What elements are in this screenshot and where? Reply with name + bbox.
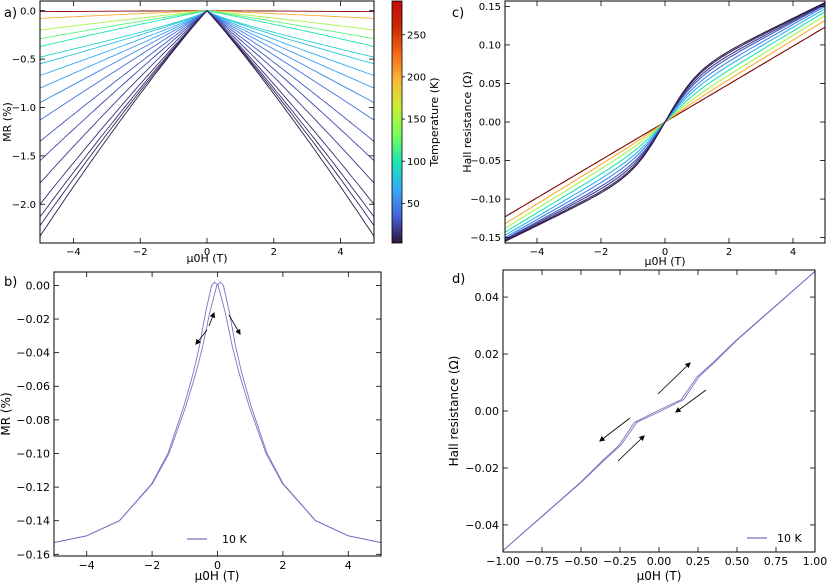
panel-b-legend-entry: 10 K bbox=[222, 533, 247, 546]
panel-c-ytick-label: −0.05 bbox=[470, 156, 501, 167]
panel-c-ytick-label: 0.00 bbox=[479, 118, 501, 129]
panel-a-series-50k bbox=[39, 10, 375, 103]
panel-c-ytick-label: 0.05 bbox=[479, 79, 501, 90]
panel-c-ytick-label: 0.15 bbox=[479, 2, 501, 13]
panel-c-label: c) bbox=[452, 6, 464, 21]
panel-d-legend-entry: 10 K bbox=[777, 532, 802, 545]
panel-d-xlabel: μ0H (T) bbox=[637, 569, 682, 583]
colorbar-tick-label: 200 bbox=[407, 72, 426, 83]
panel-a-series-200k bbox=[39, 10, 375, 19]
panel-b-frame bbox=[53, 271, 382, 557]
panel-c-xtick-label: −2 bbox=[594, 247, 609, 258]
panel-b: −4 −2 0 2 4 0.00 −0.02 −0.04 −0.06 −0.08 −0.10 −0.1… bbox=[0, 271, 382, 583]
panel-d-sweep-arrows bbox=[599, 362, 707, 462]
colorbar bbox=[391, 0, 403, 244]
panel-d-xtick-label: 0.25 bbox=[686, 555, 711, 568]
panel-c-ylabel: Hall resistance (Ω) bbox=[461, 71, 474, 173]
panel-c-xtick-label: 2 bbox=[726, 247, 732, 258]
colorbar-tick-label: 250 bbox=[407, 30, 426, 41]
panel-a-frame bbox=[39, 0, 375, 244]
panel-b-xtick-label: 2 bbox=[279, 559, 286, 572]
panel-b-series-sweep-up bbox=[53, 281, 382, 544]
panel-a-series-5k bbox=[39, 10, 375, 237]
panel-a-xtick-label: −2 bbox=[133, 247, 148, 258]
panel-a-ylabel: MR (%) bbox=[1, 102, 14, 142]
panel-c-xtick-label: 4 bbox=[790, 247, 796, 258]
colorbar-tick-label: 100 bbox=[407, 157, 426, 168]
panel-a-xtick-label: 0 bbox=[204, 247, 210, 258]
panel-d-xtick-label: 0.50 bbox=[725, 555, 750, 568]
panel-a-xtick-label: −4 bbox=[66, 247, 81, 258]
panel-b-series-sweep-down bbox=[53, 281, 382, 544]
panel-a-series-150k bbox=[39, 10, 375, 31]
panel-b-xlabel: μ0H (T) bbox=[195, 569, 240, 583]
panel-d-xtick-label: −0.25 bbox=[603, 555, 637, 568]
panel-b-ytick-label: −0.10 bbox=[16, 447, 50, 460]
panel-c-xtick-label: −4 bbox=[530, 247, 545, 258]
colorbar-tick-label: 150 bbox=[407, 115, 426, 126]
panel-b-ytick-label: −0.12 bbox=[16, 481, 50, 494]
panel-a-xlabel: μ0H (T) bbox=[186, 252, 227, 265]
panel-d: −1.00 −0.75 −0.50 −0.25 0.00 0.25 0.50 0.75 1.00… bbox=[447, 269, 828, 583]
panel-a-xtick-label: 4 bbox=[337, 247, 343, 258]
panel-d-ytick-label: 0.02 bbox=[475, 348, 500, 361]
panel-d-xtick-label: 1.00 bbox=[803, 555, 828, 568]
panel-a-series-15k bbox=[39, 10, 375, 205]
panel-d-xtick-label: −0.50 bbox=[564, 555, 598, 568]
panel-c-ytick-label: 0.10 bbox=[479, 41, 501, 52]
panel-d-ytick-label: 0.00 bbox=[475, 405, 500, 418]
panel-a-ytick-label: −1.5 bbox=[12, 151, 36, 162]
panel-a-series-120k bbox=[39, 10, 375, 40]
panel-c-series-5k bbox=[504, 2, 826, 242]
panel-d-xtick-label: 0.00 bbox=[647, 555, 672, 568]
panel-b-ytick-label: 0.00 bbox=[26, 279, 51, 292]
panel-b-ytick-label: −0.16 bbox=[16, 548, 50, 561]
colorbar-tick-label: 50 bbox=[407, 199, 420, 210]
panel-b-xtick-label: −2 bbox=[144, 559, 160, 572]
panel-b-ytick-label: −0.06 bbox=[16, 380, 50, 393]
panel-c-xlabel: μ0H (T) bbox=[644, 255, 685, 268]
panel-d-ytick-label: 0.04 bbox=[475, 291, 500, 304]
panel-a-series-25k bbox=[39, 10, 375, 162]
panel-a-ytick-label: 0.0 bbox=[20, 6, 36, 17]
panel-d-series-sweep-down bbox=[502, 271, 816, 551]
panel-c-xtick-label: 0 bbox=[662, 247, 668, 258]
panel-c-ytick-label: −0.10 bbox=[470, 195, 501, 206]
panel-b-ytick-label: −0.02 bbox=[16, 313, 50, 326]
panel-d-xtick-label: −0.75 bbox=[525, 555, 559, 568]
panel-d-ytick-label: −0.04 bbox=[465, 519, 499, 532]
panel-c-ytick-label: −0.15 bbox=[470, 233, 501, 244]
panel-a-label: a) bbox=[4, 6, 17, 21]
panel-b-ylabel: MR (%) bbox=[0, 392, 13, 435]
panel-a-series-10k bbox=[39, 10, 375, 226]
panel-b-ytick-label: −0.08 bbox=[16, 414, 50, 427]
panel-a-series-80k bbox=[39, 10, 375, 65]
panel-b-label: b) bbox=[4, 275, 17, 290]
panel-a-ytick-label: −0.5 bbox=[12, 55, 36, 66]
panel-a-xtick-label: 2 bbox=[271, 247, 277, 258]
panel-d-xtick-label: −1.00 bbox=[486, 555, 520, 568]
panel-a: −4 −2 0 2 4 0.0 −0.5 −1.0 −1.5 −2.0 a) μ0H (T) MR… bbox=[1, 0, 441, 265]
panel-c: −4 −2 0 2 4 −0.15 −0.10 −0.05 0.00 0.05 0.10 0.15 c… bbox=[452, 0, 826, 268]
panel-d-series-sweep-up bbox=[502, 271, 816, 551]
panel-b-ytick-label: −0.14 bbox=[16, 515, 50, 528]
panel-d-ylabel: Hall resistance (Ω) bbox=[447, 356, 461, 467]
panel-b-xtick-label: 4 bbox=[345, 559, 352, 572]
panel-d-ytick-label: −0.02 bbox=[465, 462, 499, 475]
panel-b-sweep-arrows bbox=[195, 311, 241, 345]
colorbar-label: Temperature (K) bbox=[428, 78, 441, 168]
panel-b-xtick-label: −4 bbox=[79, 559, 95, 572]
panel-a-series-90k bbox=[39, 10, 375, 58]
panel-a-ytick-label: −1.0 bbox=[12, 103, 36, 114]
panel-d-label: d) bbox=[452, 272, 465, 287]
panel-a-series-40k bbox=[39, 10, 375, 121]
panel-b-xtick-label: 0 bbox=[214, 559, 221, 572]
panel-d-xtick-label: 0.75 bbox=[764, 555, 789, 568]
panel-a-ytick-label: −2.0 bbox=[12, 200, 36, 211]
panel-b-ytick-label: −0.04 bbox=[16, 347, 50, 360]
